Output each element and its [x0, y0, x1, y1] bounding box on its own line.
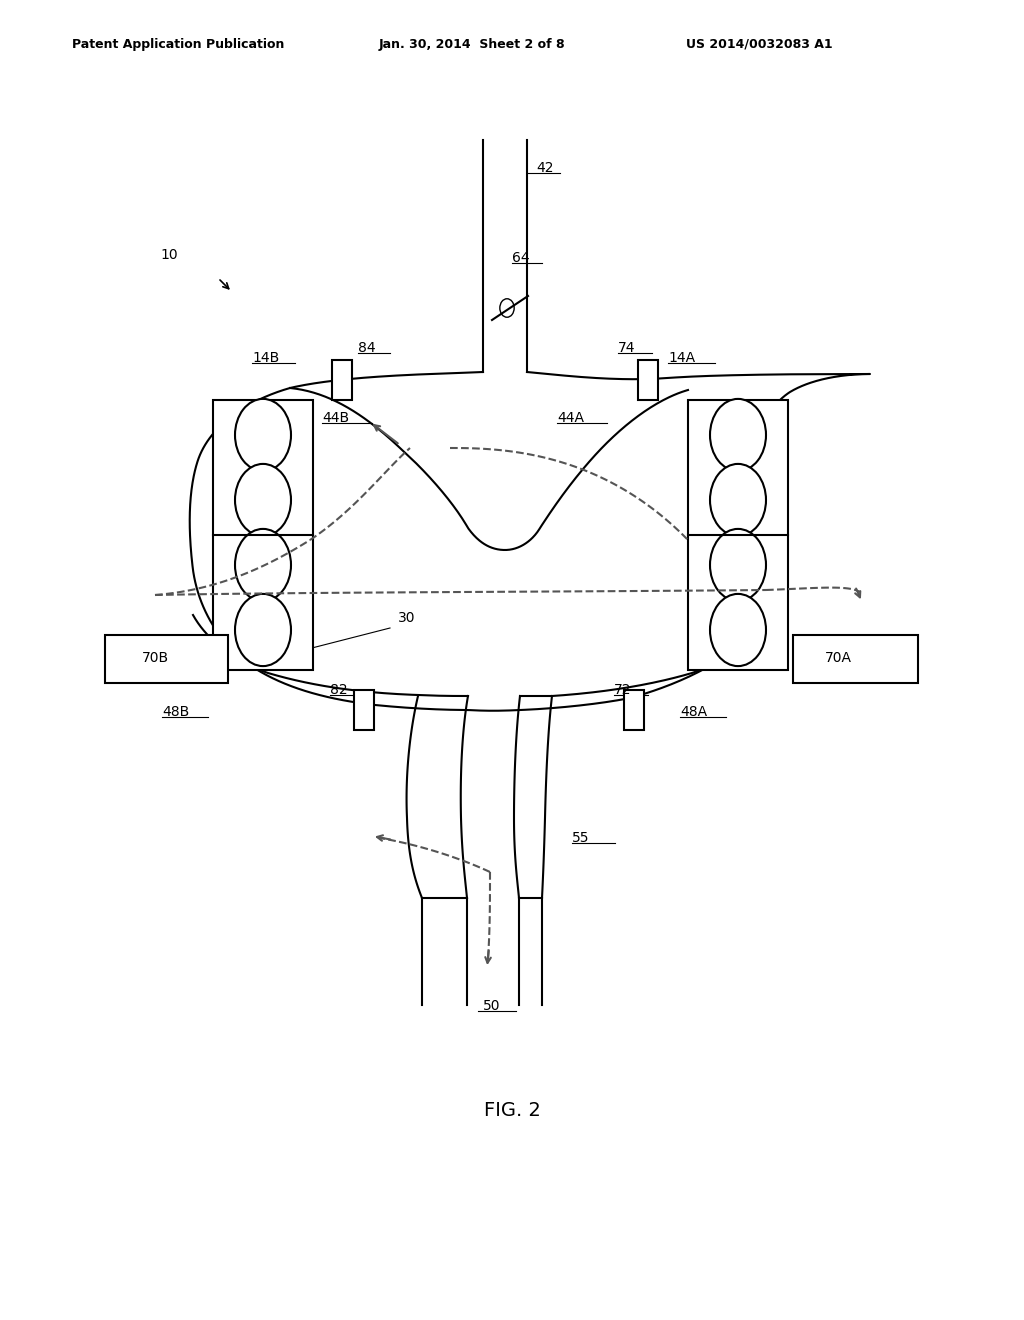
Bar — [624, 690, 644, 730]
Bar — [688, 400, 788, 671]
Text: 70B: 70B — [141, 651, 169, 665]
Bar — [213, 400, 313, 671]
Circle shape — [710, 529, 766, 601]
Text: 72: 72 — [614, 682, 632, 697]
Circle shape — [710, 399, 766, 471]
Text: 10: 10 — [160, 248, 177, 261]
Text: 14A: 14A — [668, 351, 695, 366]
Text: 64: 64 — [512, 251, 529, 265]
Bar — [105, 635, 228, 682]
Bar — [354, 690, 374, 730]
Circle shape — [234, 594, 291, 667]
Text: 30: 30 — [398, 611, 416, 624]
Text: Patent Application Publication: Patent Application Publication — [72, 37, 284, 50]
Text: 48A: 48A — [680, 705, 708, 719]
Bar — [793, 635, 918, 682]
Text: 14B: 14B — [252, 351, 280, 366]
Text: 44A: 44A — [557, 411, 584, 425]
Text: 82: 82 — [330, 682, 347, 697]
Circle shape — [234, 529, 291, 601]
Text: 48B: 48B — [162, 705, 189, 719]
Text: 74: 74 — [618, 341, 636, 355]
Circle shape — [710, 594, 766, 667]
Text: 55: 55 — [572, 832, 590, 845]
Circle shape — [234, 399, 291, 471]
Bar — [638, 360, 658, 400]
Circle shape — [500, 298, 514, 317]
Text: 42: 42 — [536, 161, 554, 176]
Text: US 2014/0032083 A1: US 2014/0032083 A1 — [686, 37, 833, 50]
Text: 70A: 70A — [824, 651, 852, 665]
Circle shape — [710, 463, 766, 536]
Circle shape — [234, 463, 291, 536]
Text: 84: 84 — [358, 341, 376, 355]
Text: 50: 50 — [483, 999, 501, 1012]
Bar — [332, 360, 352, 400]
Text: 44B: 44B — [322, 411, 349, 425]
Text: FIG. 2: FIG. 2 — [483, 1101, 541, 1119]
Text: Jan. 30, 2014  Sheet 2 of 8: Jan. 30, 2014 Sheet 2 of 8 — [379, 37, 565, 50]
